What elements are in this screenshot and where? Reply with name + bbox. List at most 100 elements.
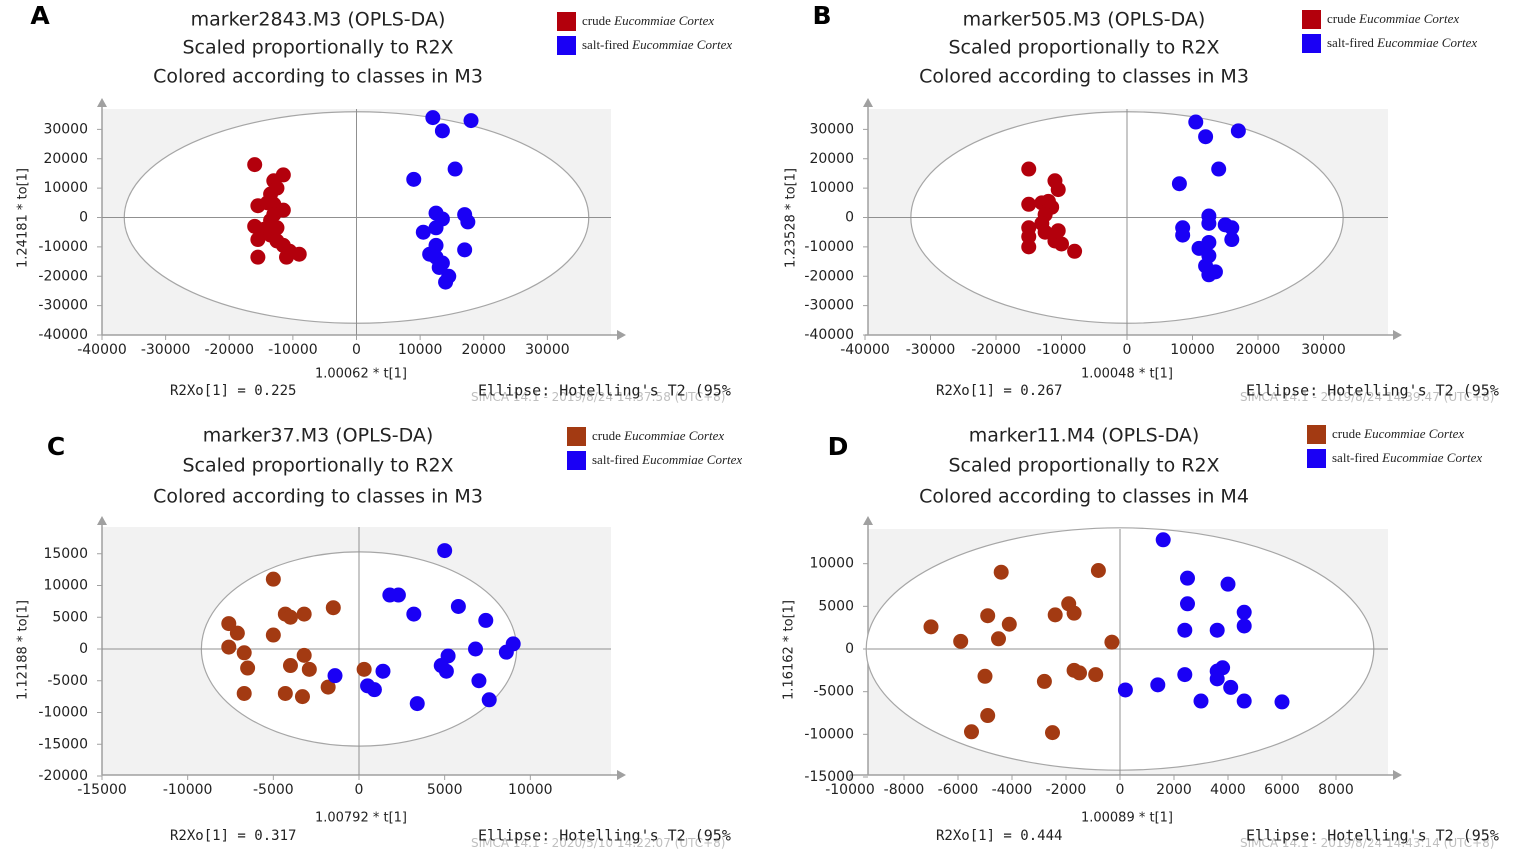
y-axis-label: 1.16162 * to[1]: [782, 600, 797, 700]
data-point: [923, 619, 939, 635]
data-point: [240, 660, 256, 676]
x-tick-label: 8000: [1318, 782, 1354, 798]
legend-label-prefix: crude: [1332, 426, 1364, 441]
legend-label-prefix: salt-fired: [1327, 35, 1377, 50]
legend-item-salt-fired: salt-fired Eucommiae Cortex: [1302, 34, 1477, 53]
legend-label-species: Eucommiae Cortex: [1358, 11, 1459, 26]
legend-swatch: [1307, 425, 1326, 444]
data-point: [991, 631, 1006, 647]
data-point: [428, 220, 444, 236]
data-point: [1193, 693, 1209, 709]
x-axis-arrow: [1393, 770, 1402, 780]
x-tick-label: 2000: [1156, 782, 1192, 798]
data-point: [221, 616, 237, 632]
data-point: [1150, 677, 1166, 693]
data-point: [282, 658, 298, 674]
data-point: [1050, 182, 1066, 198]
series-crude: [1021, 161, 1083, 259]
legend-label-species: Eucommiae Cortex: [1363, 426, 1464, 441]
x-tick-label: -20000: [204, 342, 254, 358]
panel-label: D: [828, 432, 849, 461]
series-salt-fired: [1171, 114, 1246, 283]
x-axis-arrow: [617, 330, 626, 340]
r2xo-value: R2Xo[1] = 0.317: [170, 828, 296, 844]
data-point: [390, 587, 406, 603]
data-point: [1037, 224, 1053, 240]
x-tick-label: -2000: [1046, 782, 1087, 798]
r2xo-value: R2Xo[1] = 0.225: [170, 383, 296, 399]
data-point: [356, 661, 372, 677]
panel-label: A: [30, 1, 50, 30]
series-salt-fired: [1117, 532, 1290, 710]
y-tick-label: 10000: [809, 556, 854, 572]
data-point: [980, 708, 996, 724]
y-tick-label: 30000: [809, 121, 854, 137]
legend-item-crude: crude Eucommiae Cortex: [1307, 425, 1464, 444]
data-point: [291, 246, 307, 262]
legend-label-prefix: salt-fired: [1332, 450, 1382, 465]
chart-title: marker2843.M3 (OPLS-DA): [191, 9, 446, 31]
x-tick-label: -5000: [253, 782, 294, 798]
data-point: [236, 685, 252, 701]
data-point: [1236, 618, 1252, 634]
x-axis-label: 1.00048 * t[1]: [1081, 367, 1173, 382]
x-tick-label: -40000: [840, 342, 890, 358]
data-point: [1201, 215, 1217, 231]
legend-swatch: [557, 36, 576, 55]
y-axis-arrow: [97, 98, 107, 107]
x-tick-label: -8000: [884, 782, 925, 798]
chart-subtitle-colored: Colored according to classes in M3: [153, 66, 483, 88]
series-crude: [247, 157, 307, 265]
x-tick-label: 30000: [1301, 342, 1346, 358]
y-tick-label: 15000: [43, 546, 88, 562]
y-tick-label: -10000: [804, 726, 854, 742]
data-point: [1236, 693, 1252, 709]
data-point: [434, 123, 450, 139]
chart-title: marker11.M4 (OPLS-DA): [969, 425, 1200, 447]
legend-item-salt-fired: salt-fired Eucommiae Cortex: [1307, 449, 1482, 468]
x-tick-label: -40000: [77, 342, 127, 358]
data-point: [953, 633, 969, 649]
legend-label-species: Eucommiae Cortex: [613, 13, 714, 28]
y-axis-arrow: [863, 98, 873, 107]
y-tick-label: -30000: [38, 298, 88, 314]
data-point: [409, 696, 425, 712]
data-point: [301, 661, 317, 677]
legend-item-salt-fired: salt-fired Eucommiae Cortex: [567, 451, 742, 470]
y-tick-label: 20000: [43, 151, 88, 167]
data-point: [229, 625, 245, 641]
y-tick-label: 10000: [809, 180, 854, 196]
ellipse-note: Ellipse: Hotelling's T2 (95%: [478, 827, 731, 845]
data-point: [993, 564, 1009, 580]
legend-swatch: [1302, 34, 1321, 53]
y-tick-label: -15000: [38, 736, 88, 752]
r2xo-value: R2Xo[1] = 0.267: [936, 383, 1062, 399]
data-point: [1047, 607, 1063, 623]
legend-label: crude Eucommiae Cortex: [1327, 11, 1459, 26]
y-tick-label: -20000: [38, 268, 88, 284]
data-point: [265, 627, 281, 643]
data-point: [247, 157, 263, 173]
x-axis-label: 1.00089 * t[1]: [1081, 811, 1173, 826]
data-point: [1054, 236, 1069, 252]
data-point: [1045, 725, 1060, 741]
legend-label: salt-fired Eucommiae Cortex: [1332, 450, 1482, 465]
data-point: [463, 113, 479, 129]
y-tick-label: -15000: [804, 769, 854, 785]
legend-item-salt-fired: salt-fired Eucommiae Cortex: [557, 36, 732, 55]
data-point: [265, 571, 281, 587]
legend-label: salt-fired Eucommiae Cortex: [1327, 35, 1477, 50]
x-tick-label: -4000: [992, 782, 1033, 798]
data-point: [236, 645, 252, 661]
y-tick-label: 5000: [52, 609, 88, 625]
data-point: [468, 641, 484, 657]
ellipse-note: Ellipse: Hotelling's T2 (95%: [1246, 827, 1499, 845]
x-tick-label: 30000: [525, 342, 570, 358]
data-point: [269, 220, 285, 236]
x-tick-label: -30000: [906, 342, 956, 358]
data-point: [481, 692, 497, 708]
x-tick-label: 10000: [398, 342, 443, 358]
data-point: [1198, 129, 1214, 145]
data-point: [250, 249, 266, 265]
legend-item-crude: crude Eucommiae Cortex: [557, 12, 714, 31]
